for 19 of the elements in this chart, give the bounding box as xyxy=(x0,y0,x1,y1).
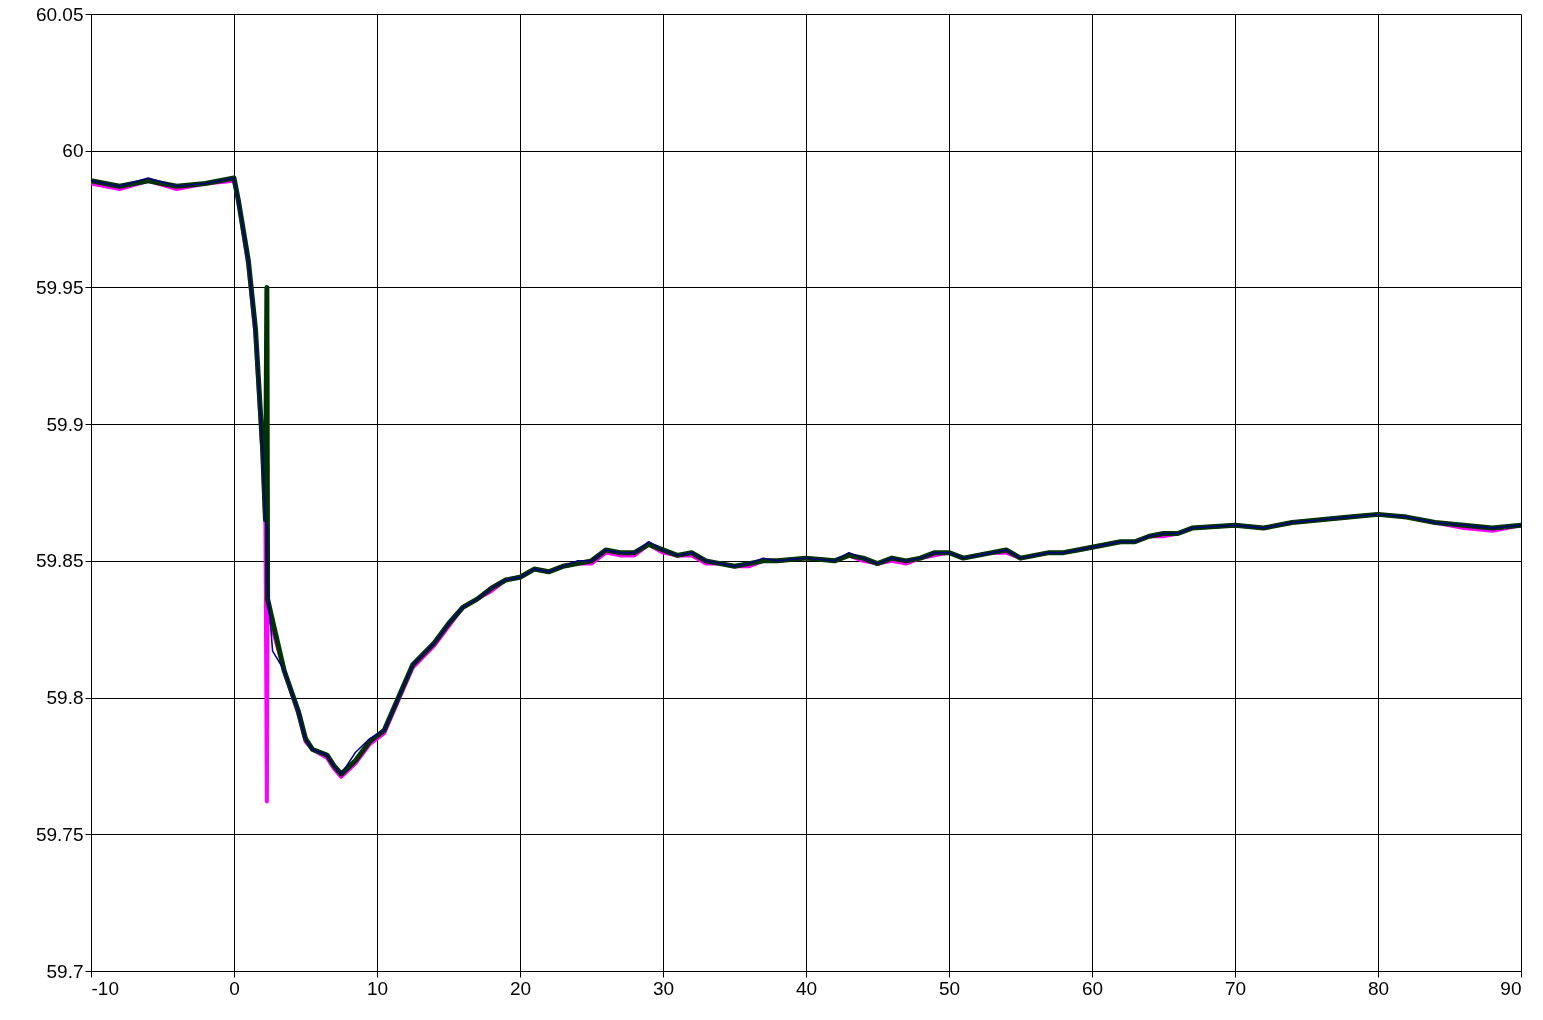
x-tick-label: 60 xyxy=(1081,977,1104,999)
x-tick-label: -10 xyxy=(91,977,119,999)
y-tick-label: 59.75 xyxy=(35,823,84,845)
y-tick-label: 59.9 xyxy=(46,413,84,435)
x-tick-label: 40 xyxy=(795,977,818,999)
x-tick-label: 90 xyxy=(1500,977,1522,999)
y-tick-label: 60 xyxy=(62,140,84,162)
x-tick-label: 70 xyxy=(1224,977,1247,999)
y-tick-label: 59.95 xyxy=(35,276,84,298)
x-tick-label: 50 xyxy=(938,977,961,999)
x-tick-label: 30 xyxy=(652,977,675,999)
y-tick-label: 59.7 xyxy=(46,960,84,982)
x-tick-label: 20 xyxy=(509,977,532,999)
x-tick-label: 0 xyxy=(229,977,240,999)
y-tick-label: 59.85 xyxy=(35,550,84,572)
y-tick-label: 60.05 xyxy=(35,3,84,25)
x-tick-label: 80 xyxy=(1367,977,1390,999)
x-tick-label: 10 xyxy=(366,977,389,999)
y-tick-label: 59.8 xyxy=(46,687,84,709)
